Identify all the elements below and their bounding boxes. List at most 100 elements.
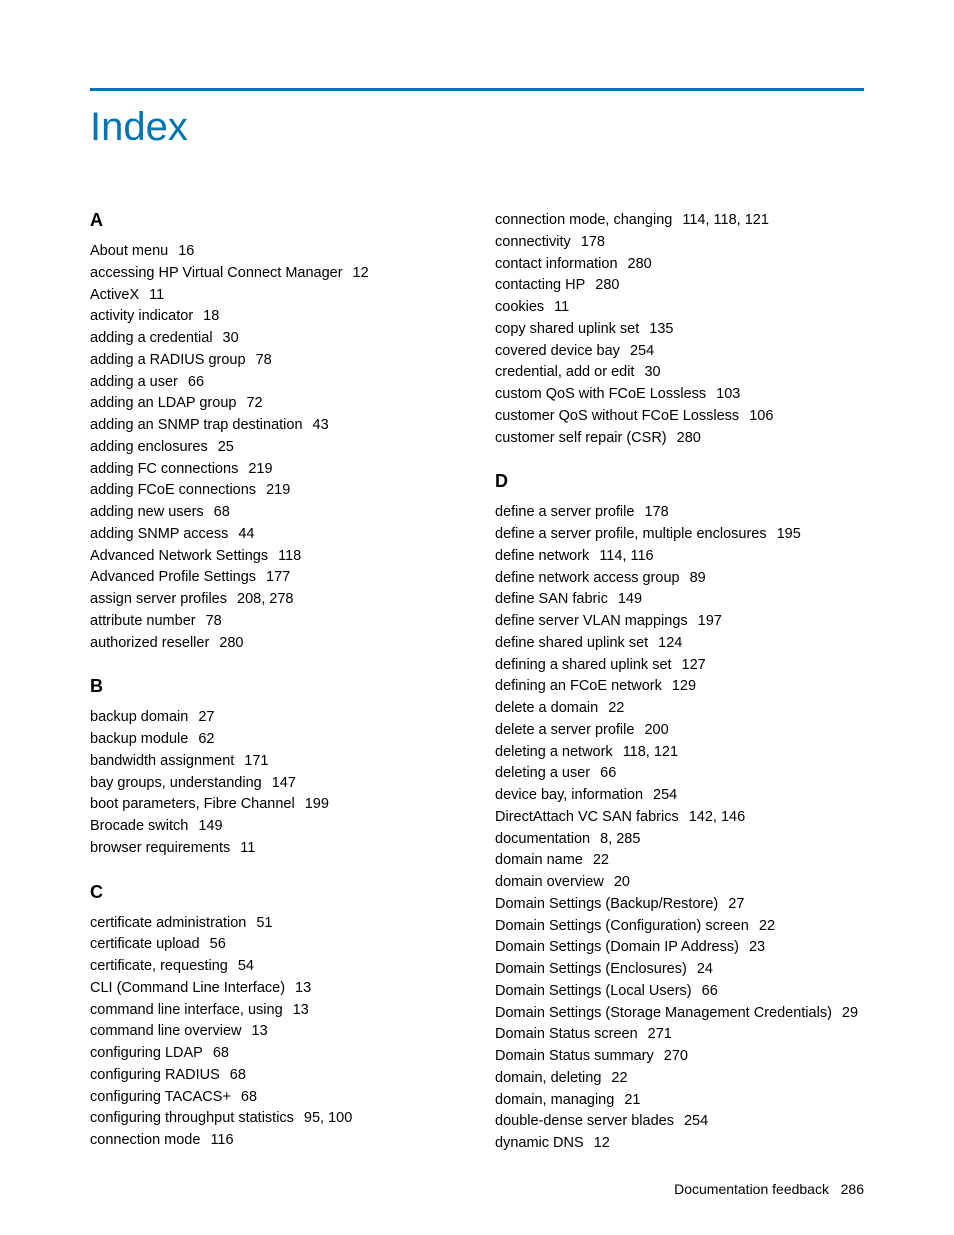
index-pages: 106 (749, 408, 773, 424)
index-term: Domain Settings (Enclosures) (495, 961, 687, 977)
index-term: certificate, requesting (90, 958, 228, 974)
index-entry: documentation8, 285 (495, 829, 864, 851)
index-entry: adding a credential30 (90, 328, 459, 350)
index-pages: 22 (759, 918, 775, 934)
index-term: defining an FCoE network (495, 678, 662, 694)
index-entry: adding enclosures25 (90, 437, 459, 459)
index-term: adding new users (90, 504, 204, 520)
index-entry: bandwidth assignment171 (90, 751, 459, 773)
index-term: command line interface, using (90, 1002, 283, 1018)
index-entry: domain overview20 (495, 872, 864, 894)
page-title: Index (90, 105, 864, 150)
index-pages: 195 (777, 526, 801, 542)
index-pages: 200 (644, 722, 668, 738)
index-term: configuring TACACS+ (90, 1089, 231, 1105)
index-term: adding a user (90, 374, 178, 390)
index-entry: domain, deleting22 (495, 1068, 864, 1090)
index-entry: credential, add or edit30 (495, 362, 864, 384)
index-pages: 280 (595, 277, 619, 293)
index-entry: adding FC connections219 (90, 459, 459, 481)
index-term: Domain Settings (Local Users) (495, 983, 692, 999)
index-pages: 280 (219, 635, 243, 651)
index-pages: 68 (213, 1045, 229, 1061)
index-entry: CLI (Command Line Interface) 13 (90, 978, 459, 1000)
index-entry: customer self repair (CSR)280 (495, 428, 864, 450)
index-pages: 149 (198, 818, 222, 834)
index-pages: 66 (188, 374, 204, 390)
index-pages: 25 (218, 439, 234, 455)
index-term: device bay, information (495, 787, 643, 803)
index-pages: 51 (256, 915, 272, 931)
index-term: browser requirements (90, 840, 230, 856)
index-term: Domain Settings (Storage Management Cred… (495, 1005, 832, 1021)
index-term: attribute number (90, 613, 196, 629)
index-term: Domain Settings (Configuration) screen (495, 918, 749, 934)
index-term: bay groups, understanding (90, 775, 262, 791)
index-pages: 13 (293, 1002, 309, 1018)
index-pages: 13 (252, 1023, 268, 1039)
index-pages: 78 (256, 352, 272, 368)
index-entry: command line overview 13 (90, 1021, 459, 1043)
index-pages: 27 (728, 896, 744, 912)
index-pages: 114, 118, 121 (682, 212, 769, 228)
index-entry: configuring RADIUS68 (90, 1065, 459, 1087)
index-entry: Domain Settings (Domain IP Address)23 (495, 937, 864, 959)
index-entry: Brocade switch149 (90, 816, 459, 838)
index-entry: configuring LDAP68 (90, 1043, 459, 1065)
index-term: boot parameters, Fibre Channel (90, 796, 295, 812)
index-entry: DirectAttach VC SAN fabrics142, 146 (495, 807, 864, 829)
index-entry: About menu16 (90, 241, 459, 263)
index-entry: Advanced Profile Settings177 (90, 567, 459, 589)
index-entry: certificate, requesting54 (90, 956, 459, 978)
index-term: define network (495, 548, 589, 564)
index-entry: connectivity178 (495, 232, 864, 254)
index-pages: 29 (842, 1005, 858, 1021)
index-pages: 13 (295, 980, 311, 996)
index-pages: 30 (223, 330, 239, 346)
index-pages: 116 (210, 1132, 233, 1148)
index-pages: 27 (198, 709, 214, 725)
index-entry: define network114, 116 (495, 546, 864, 568)
index-pages: 149 (618, 591, 642, 607)
index-pages: 127 (682, 657, 706, 673)
index-pages: 118, 121 (623, 744, 678, 760)
section-letter: D (495, 471, 864, 492)
index-term: adding an SNMP trap destination (90, 417, 303, 433)
index-term: define SAN fabric (495, 591, 608, 607)
index-term: ActiveX (90, 287, 139, 303)
index-pages: 78 (206, 613, 222, 629)
index-entry: device bay, information254 (495, 785, 864, 807)
index-entry: Domain Settings (Configuration) screen 22 (495, 916, 864, 938)
index-pages: 72 (246, 395, 262, 411)
index-term: certificate upload (90, 936, 200, 952)
index-term: deleting a user (495, 765, 590, 781)
index-entry: ActiveX11 (90, 285, 459, 307)
index-entry: adding new users68 (90, 502, 459, 524)
index-pages: 30 (644, 364, 660, 380)
index-pages: 103 (716, 386, 740, 402)
index-entry: domain name22 (495, 850, 864, 872)
footer: Documentation feedback 286 (674, 1181, 864, 1197)
index-pages: 12 (594, 1135, 610, 1151)
index-pages: 23 (749, 939, 765, 955)
index-term: CLI (Command Line Interface) (90, 980, 285, 996)
index-term: connection mode (90, 1132, 200, 1148)
index-pages: 171 (244, 753, 268, 769)
index-entry: custom QoS with FCoE Lossless103 (495, 384, 864, 406)
index-pages: 199 (305, 796, 329, 812)
index-entry: adding an LDAP group72 (90, 393, 459, 415)
index-term: customer QoS without FCoE Lossless (495, 408, 739, 424)
index-pages: 8, 285 (600, 831, 640, 847)
index-pages: 89 (690, 570, 706, 586)
index-term: command line overview (90, 1023, 242, 1039)
index-entry: command line interface, using 13 (90, 1000, 459, 1022)
index-entry: Advanced Network Settings118 (90, 546, 459, 568)
index-term: adding FCoE connections (90, 482, 256, 498)
section-letter: A (90, 210, 459, 231)
index-entry: Domain Settings (Enclosures)24 (495, 959, 864, 981)
index-term: delete a domain (495, 700, 598, 716)
index-pages: 147 (272, 775, 296, 791)
index-pages: 66 (600, 765, 616, 781)
index-term: delete a server profile (495, 722, 634, 738)
index-entry: customer QoS without FCoE Lossless 106 (495, 406, 864, 428)
